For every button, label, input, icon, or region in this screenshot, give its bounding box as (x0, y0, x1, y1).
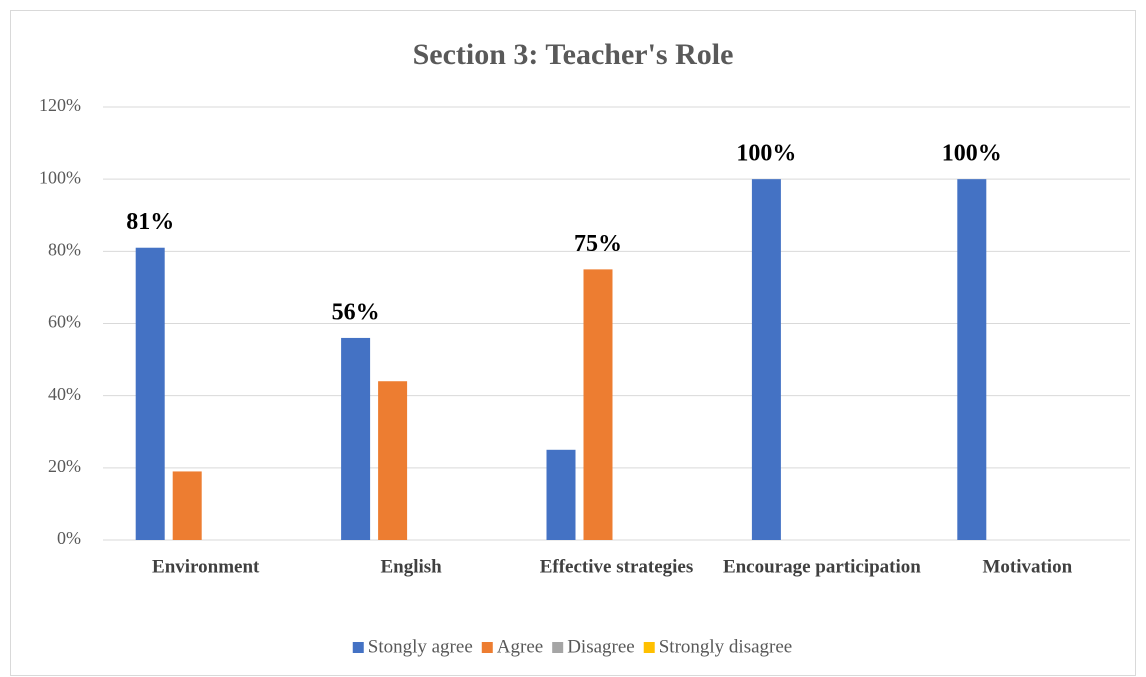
y-tick-label: 100% (39, 167, 81, 187)
data-label: 81% (126, 209, 174, 235)
y-tick-label: 60% (48, 312, 81, 332)
chart-border (10, 10, 1136, 676)
legend-label: Stongly agree (368, 636, 473, 657)
data-label: 100% (942, 141, 1002, 167)
y-tick-label: 80% (48, 239, 81, 259)
y-tick-label: 20% (48, 456, 81, 476)
data-label: 100% (736, 141, 796, 167)
bar (341, 337, 371, 540)
x-tick-label: English (380, 556, 442, 577)
y-tick-label: 120% (39, 95, 81, 115)
x-tick-label: Motivation (982, 556, 1072, 577)
x-tick-label: Environment (152, 556, 260, 577)
legend-swatch (643, 642, 655, 653)
legend-label: Strongly disagree (659, 636, 793, 657)
bar (546, 449, 576, 540)
legend-label: Disagree (567, 636, 635, 657)
data-label: 75% (574, 231, 622, 257)
bar (378, 381, 408, 540)
legend-label: Agree (497, 636, 543, 657)
bar (957, 179, 987, 540)
y-tick-label: 0% (57, 528, 81, 548)
legend-swatch (352, 642, 364, 653)
bar (172, 471, 202, 540)
x-tick-label: Encourage participation (723, 556, 921, 577)
bar (751, 179, 781, 540)
x-tick-label: Effective strategies (540, 556, 694, 577)
y-tick-label: 40% (48, 384, 81, 404)
legend-swatch (552, 642, 564, 653)
chart-title: Section 3: Teacher's Role (413, 38, 734, 71)
data-label: 56% (332, 299, 380, 325)
legend-swatch (481, 642, 493, 653)
bar (583, 269, 613, 540)
bar (135, 247, 165, 540)
